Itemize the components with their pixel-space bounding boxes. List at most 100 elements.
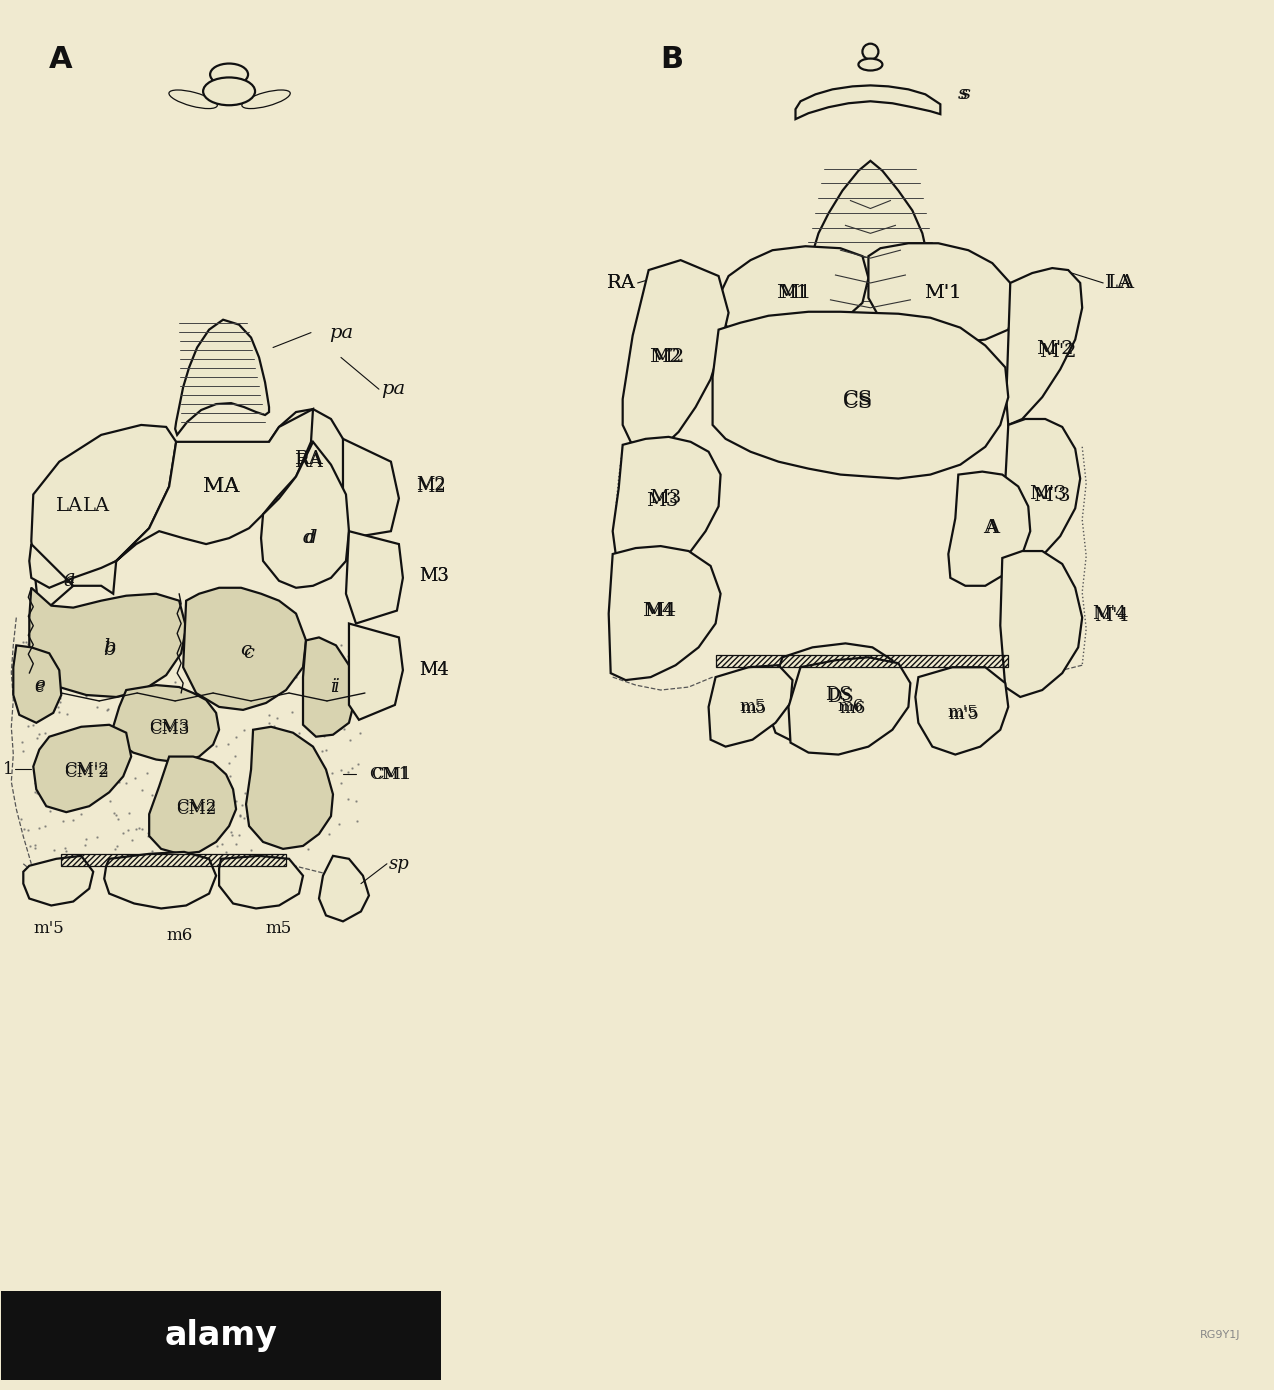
Text: DS: DS bbox=[827, 688, 854, 706]
Text: c: c bbox=[241, 641, 251, 659]
Polygon shape bbox=[609, 546, 721, 680]
Text: s: s bbox=[961, 85, 971, 103]
Text: LA: LA bbox=[56, 498, 83, 516]
Polygon shape bbox=[795, 85, 940, 120]
Text: sp: sp bbox=[389, 855, 410, 873]
Text: s: s bbox=[957, 85, 967, 103]
Text: m6: m6 bbox=[837, 698, 864, 716]
Text: m'5: m'5 bbox=[947, 705, 977, 721]
Text: DS: DS bbox=[826, 687, 852, 703]
Text: 1: 1 bbox=[3, 760, 13, 778]
Polygon shape bbox=[712, 311, 1008, 478]
Text: CS: CS bbox=[843, 389, 874, 409]
Text: pa: pa bbox=[329, 324, 353, 342]
Text: M'3: M'3 bbox=[1033, 488, 1071, 506]
Polygon shape bbox=[708, 666, 792, 746]
Polygon shape bbox=[149, 756, 236, 853]
Text: M3: M3 bbox=[419, 567, 448, 585]
Text: M1: M1 bbox=[780, 284, 812, 302]
Polygon shape bbox=[869, 243, 1015, 342]
Text: MA: MA bbox=[203, 477, 240, 496]
Polygon shape bbox=[318, 856, 369, 922]
Polygon shape bbox=[183, 588, 306, 710]
Polygon shape bbox=[789, 657, 911, 755]
Polygon shape bbox=[104, 852, 217, 909]
Text: M1: M1 bbox=[776, 284, 809, 302]
Text: LA: LA bbox=[1108, 274, 1135, 292]
Polygon shape bbox=[1003, 418, 1080, 566]
Polygon shape bbox=[116, 409, 313, 562]
Text: M'4: M'4 bbox=[1094, 606, 1129, 624]
Text: M'1: M'1 bbox=[924, 284, 961, 302]
Ellipse shape bbox=[169, 90, 218, 108]
Polygon shape bbox=[623, 260, 729, 449]
Text: b: b bbox=[103, 641, 116, 659]
Polygon shape bbox=[29, 543, 116, 594]
Text: B: B bbox=[661, 44, 684, 74]
Text: A: A bbox=[984, 520, 998, 537]
Text: b: b bbox=[103, 638, 116, 656]
Text: m6: m6 bbox=[840, 701, 865, 717]
Text: M3: M3 bbox=[419, 567, 448, 585]
Polygon shape bbox=[23, 856, 93, 905]
Text: m5: m5 bbox=[740, 701, 767, 717]
Text: m'5: m'5 bbox=[948, 706, 978, 723]
Text: RA: RA bbox=[294, 450, 324, 467]
Ellipse shape bbox=[242, 90, 290, 108]
Polygon shape bbox=[29, 588, 186, 696]
Polygon shape bbox=[349, 624, 403, 720]
Text: LA: LA bbox=[83, 498, 110, 516]
Text: i: i bbox=[333, 678, 339, 696]
Polygon shape bbox=[33, 724, 131, 812]
Text: CM1: CM1 bbox=[369, 766, 409, 783]
Text: a: a bbox=[64, 569, 75, 587]
Polygon shape bbox=[809, 161, 929, 322]
Polygon shape bbox=[347, 531, 403, 624]
Text: m5: m5 bbox=[266, 920, 292, 937]
Text: d: d bbox=[303, 530, 315, 548]
Text: c: c bbox=[243, 645, 255, 662]
Text: RA: RA bbox=[294, 453, 324, 471]
Text: e: e bbox=[34, 678, 45, 696]
Polygon shape bbox=[1006, 268, 1082, 425]
Text: RA: RA bbox=[606, 274, 636, 292]
Polygon shape bbox=[246, 727, 333, 849]
Polygon shape bbox=[613, 436, 721, 569]
Polygon shape bbox=[343, 439, 399, 538]
Text: m5: m5 bbox=[739, 698, 766, 716]
Text: CM3: CM3 bbox=[149, 719, 190, 735]
Polygon shape bbox=[916, 667, 1008, 755]
Text: MA: MA bbox=[203, 477, 240, 496]
Text: a: a bbox=[64, 571, 75, 589]
Text: i: i bbox=[330, 678, 336, 696]
Text: M'2: M'2 bbox=[1037, 341, 1074, 359]
Polygon shape bbox=[303, 638, 355, 737]
Text: CM'2: CM'2 bbox=[64, 760, 108, 778]
Text: alamy: alamy bbox=[164, 1319, 278, 1352]
Ellipse shape bbox=[210, 64, 248, 85]
Text: M4: M4 bbox=[419, 662, 448, 680]
Text: M'1: M'1 bbox=[924, 284, 961, 302]
Polygon shape bbox=[13, 645, 61, 723]
Polygon shape bbox=[32, 425, 176, 616]
Polygon shape bbox=[113, 685, 219, 763]
Polygon shape bbox=[219, 856, 303, 909]
Text: CM1: CM1 bbox=[371, 766, 412, 783]
Ellipse shape bbox=[203, 78, 255, 106]
Text: M'3: M'3 bbox=[1029, 485, 1068, 503]
Text: M3: M3 bbox=[650, 489, 682, 507]
Polygon shape bbox=[948, 471, 1031, 585]
Text: M2: M2 bbox=[650, 349, 682, 367]
Text: m'5: m'5 bbox=[34, 920, 65, 937]
Text: LA: LA bbox=[1105, 274, 1133, 292]
Polygon shape bbox=[262, 409, 349, 512]
Text: RG9Y1J: RG9Y1J bbox=[1200, 1330, 1240, 1340]
Text: M'4: M'4 bbox=[1092, 605, 1126, 623]
Text: CM3: CM3 bbox=[149, 721, 190, 738]
Text: M'2: M'2 bbox=[1040, 343, 1077, 361]
Text: A: A bbox=[985, 520, 999, 537]
Text: M4: M4 bbox=[642, 602, 675, 620]
Ellipse shape bbox=[862, 43, 878, 60]
Text: CM2: CM2 bbox=[176, 801, 217, 817]
Text: CS: CS bbox=[843, 392, 874, 411]
